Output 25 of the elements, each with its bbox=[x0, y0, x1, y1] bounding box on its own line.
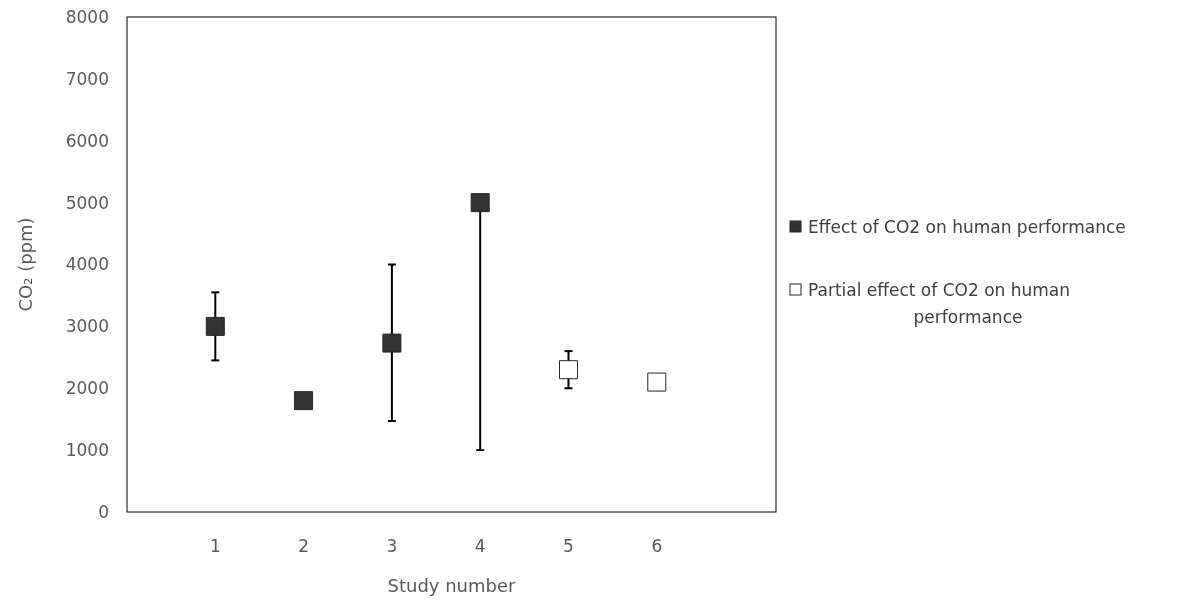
y-tick-label: 7000 bbox=[65, 68, 109, 89]
point bbox=[559, 360, 578, 380]
x-tick-label: 3 bbox=[386, 536, 398, 556]
point bbox=[470, 193, 490, 213]
y-tick-label: 4000 bbox=[65, 254, 109, 275]
x-tick-label: 4 bbox=[474, 536, 486, 556]
point bbox=[205, 316, 225, 336]
legend-label: Effect of CO2 on human performance bbox=[808, 216, 1126, 237]
y-tick-label: 3000 bbox=[65, 316, 109, 337]
y-tick-label: 6000 bbox=[65, 130, 109, 151]
point bbox=[647, 372, 667, 392]
legend-label: Partial effect of CO2 on human performance bbox=[808, 279, 1071, 327]
x-tick-label: 6 bbox=[651, 536, 663, 556]
x-tick-label: 5 bbox=[563, 536, 574, 556]
y-axis-title: CO₂ (ppm) bbox=[15, 217, 36, 312]
x-tick-label: 2 bbox=[298, 536, 310, 556]
y-tick-label: 5000 bbox=[65, 192, 109, 213]
point bbox=[294, 391, 314, 411]
y-tick-label: 0 bbox=[98, 501, 109, 522]
y-tick-label: 2000 bbox=[65, 378, 109, 399]
y-tick-label: 1000 bbox=[65, 440, 109, 461]
x-axis-title: Study number bbox=[387, 575, 517, 596]
x-tick-label: 1 bbox=[209, 536, 221, 556]
point bbox=[382, 333, 402, 353]
y-tick-label: 8000 bbox=[65, 6, 109, 27]
